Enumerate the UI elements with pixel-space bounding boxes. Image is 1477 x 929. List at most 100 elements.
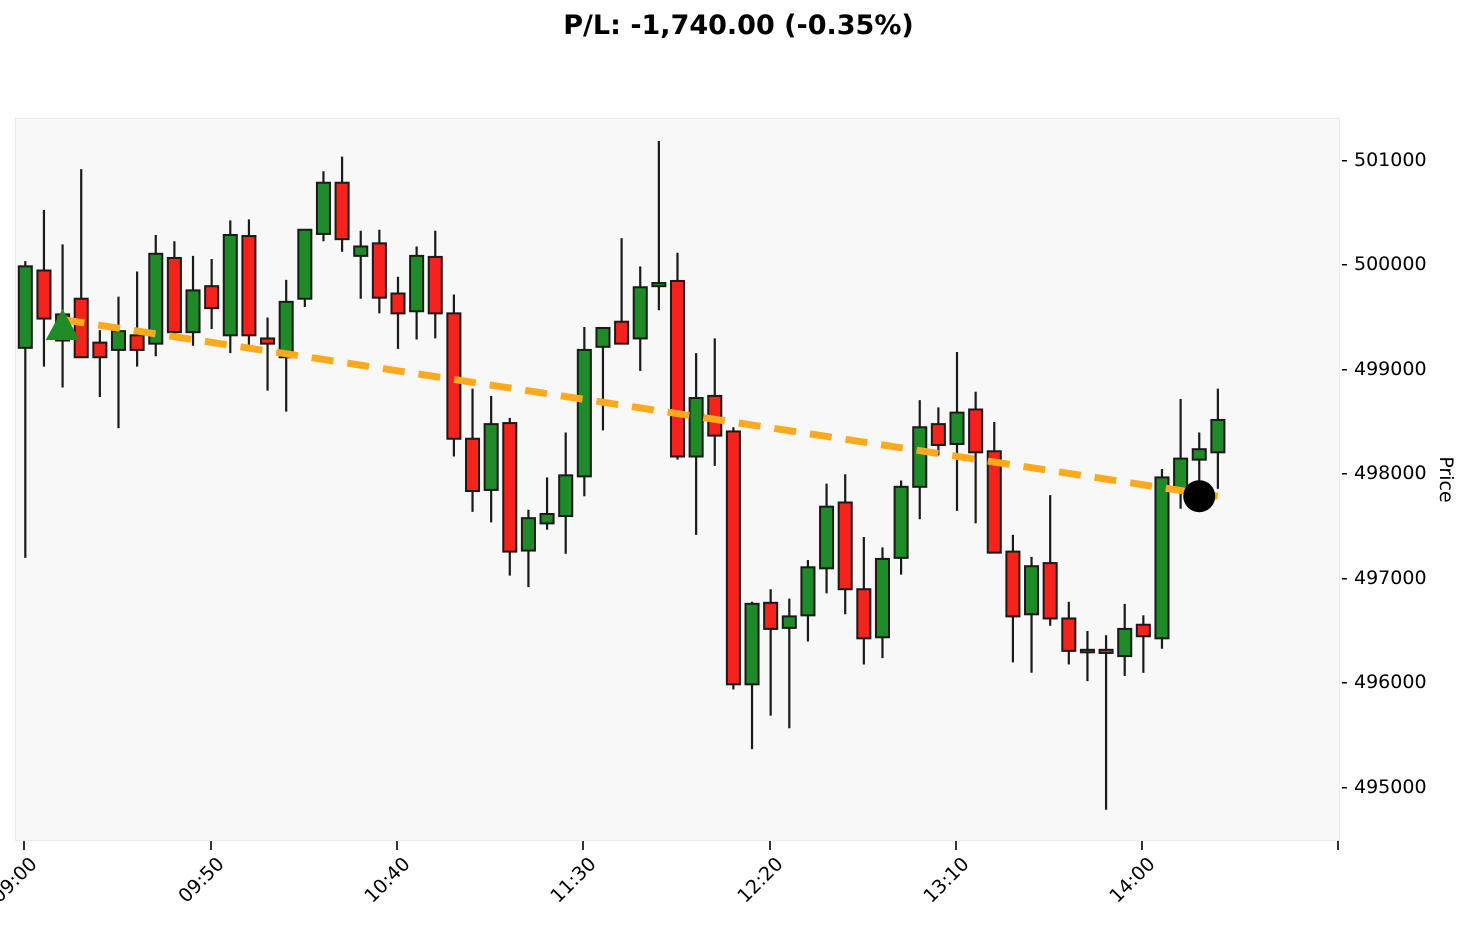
candle	[1117, 603, 1133, 676]
trend-line-group	[62, 316, 1219, 500]
candle	[707, 338, 723, 466]
y-tick-mark: -	[1341, 357, 1348, 380]
x-tick-mark	[955, 841, 957, 850]
candle-body	[1098, 648, 1114, 654]
candle-body	[539, 512, 555, 525]
candle-body	[148, 252, 164, 345]
candle	[427, 230, 443, 339]
y-axis: -495000-496000-497000-498000-499000-5000…	[1341, 118, 1461, 841]
candle-body	[334, 181, 350, 241]
candle	[353, 230, 369, 299]
candle	[968, 391, 984, 524]
candle-body	[576, 348, 592, 478]
candle	[1024, 556, 1040, 673]
candle-body	[986, 450, 1002, 554]
candle-body	[930, 423, 946, 447]
candle	[763, 589, 779, 716]
candle-body	[1117, 627, 1133, 658]
candle-body	[371, 242, 387, 299]
candle-body	[520, 517, 536, 552]
candles-group	[17, 140, 1226, 810]
candle	[893, 480, 909, 575]
candle	[912, 400, 928, 520]
candle	[110, 296, 127, 429]
x-tick-mark	[23, 841, 26, 850]
candle	[1042, 495, 1058, 626]
candle	[297, 228, 313, 308]
candle	[73, 169, 89, 359]
entry-marker[interactable]	[45, 308, 80, 340]
candle	[1154, 469, 1170, 649]
x-tick-mark	[582, 841, 585, 850]
candle-body	[819, 505, 835, 570]
y-tick-mark: -	[1341, 775, 1348, 798]
y-tick-label: -500000	[1341, 253, 1427, 275]
candle-body	[222, 233, 238, 337]
plot-area[interactable]	[15, 118, 1340, 841]
candle	[558, 432, 574, 554]
candle-body	[278, 300, 294, 359]
candle-body	[893, 485, 909, 559]
candle	[614, 238, 630, 345]
candle-body	[1079, 648, 1095, 654]
candle	[278, 279, 294, 412]
x-tick-label: 13:10	[919, 853, 974, 908]
candle-body	[856, 588, 872, 640]
candle-body	[446, 312, 462, 440]
x-tick-mark	[1141, 841, 1144, 850]
y-tick-label: -498000	[1341, 462, 1427, 484]
y-tick-mark: -	[1341, 253, 1348, 276]
candle-body	[260, 337, 276, 345]
candle-body	[558, 474, 574, 518]
candle	[874, 547, 890, 659]
y-tick-label: -495000	[1341, 776, 1427, 798]
y-tick-value: 495000	[1354, 775, 1427, 798]
candle	[185, 255, 201, 346]
candle-body	[1173, 457, 1189, 492]
x-tick-mark	[768, 841, 771, 850]
candle	[1210, 388, 1226, 489]
candle	[334, 156, 350, 252]
candle-body	[390, 292, 406, 315]
candle-body	[595, 326, 611, 348]
candle	[595, 326, 611, 431]
candle	[92, 330, 108, 397]
candle-body	[763, 601, 779, 630]
candle	[837, 474, 853, 615]
candle-body	[651, 282, 667, 288]
candle	[819, 483, 835, 594]
candle	[651, 140, 667, 311]
x-tick-label: 09:00	[0, 853, 42, 908]
candle-body	[36, 269, 52, 320]
candle	[949, 352, 965, 511]
candle	[688, 353, 704, 535]
exit-marker[interactable]	[1183, 480, 1216, 513]
candle	[1098, 635, 1114, 810]
candle-body	[688, 396, 704, 458]
candle	[148, 234, 164, 357]
candle	[930, 407, 946, 456]
y-tick-value: 500000	[1354, 253, 1427, 276]
candle-body	[1042, 562, 1058, 620]
candle-body	[241, 235, 257, 337]
y-tick-value: 497000	[1354, 566, 1427, 589]
y-tick-mark: -	[1341, 671, 1348, 694]
x-tick-label: 12:20	[732, 853, 788, 908]
candle-body	[166, 256, 182, 334]
candle-body	[427, 255, 443, 315]
markers-group	[45, 308, 1216, 513]
x-axis-end-tick	[1337, 841, 1339, 850]
candle-body	[837, 501, 853, 591]
candle	[800, 559, 816, 642]
candle	[539, 477, 555, 530]
candle-body	[17, 265, 33, 349]
candle	[986, 422, 1002, 554]
x-axis: 09:00 09:50 10:40 11:30 12:20 13:10 14:00	[0, 841, 1477, 929]
candle-body	[614, 320, 630, 345]
candle-body	[1154, 476, 1170, 640]
y-tick-label: -497000	[1341, 567, 1427, 589]
candle	[204, 259, 220, 330]
candle-body	[297, 228, 313, 300]
candle	[1135, 615, 1151, 673]
